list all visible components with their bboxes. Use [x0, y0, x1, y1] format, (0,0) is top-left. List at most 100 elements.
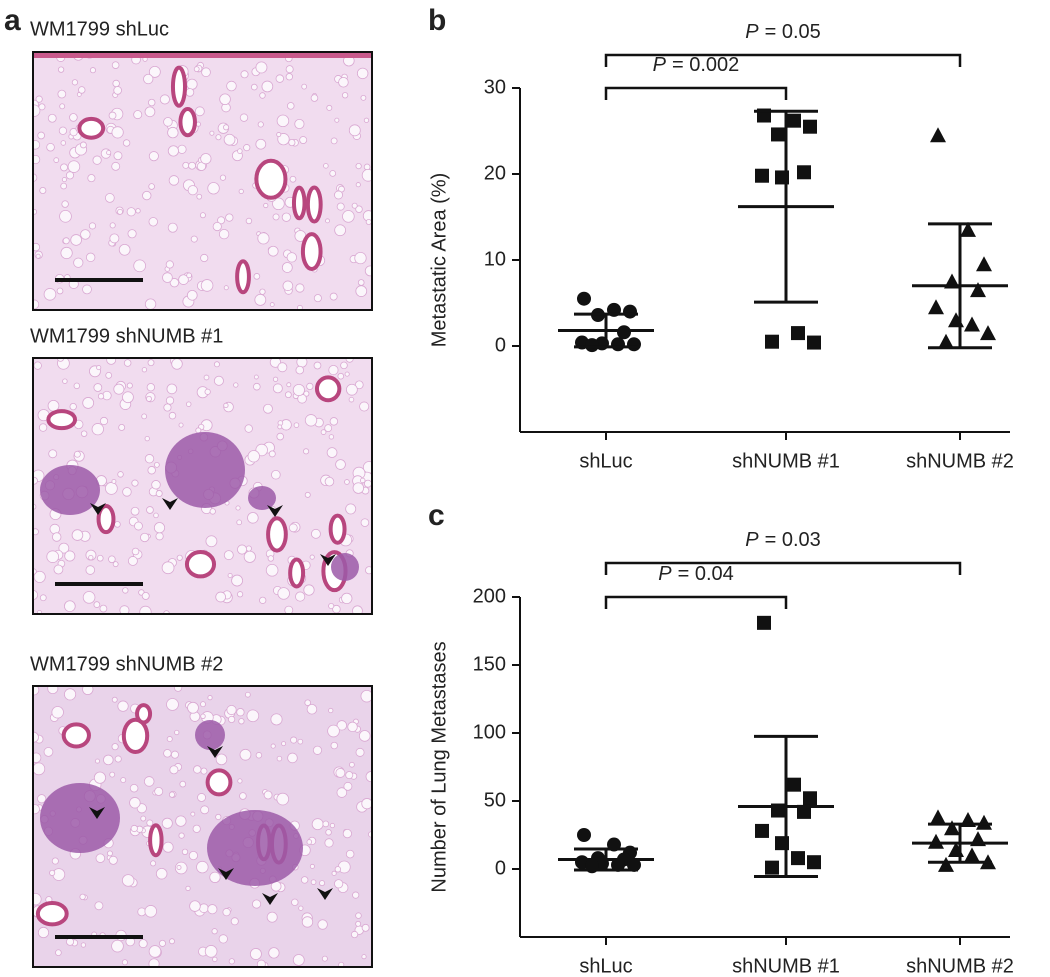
- alveolus: [64, 688, 77, 701]
- data-point: [797, 165, 811, 180]
- data-point: [755, 823, 769, 838]
- alveolus: [133, 110, 143, 120]
- alveolus: [249, 948, 262, 960]
- alveolus: [69, 402, 77, 411]
- alveolus: [159, 94, 170, 105]
- alveolus: [111, 939, 124, 953]
- alveolus: [341, 592, 353, 605]
- alveolus: [144, 436, 150, 442]
- metastasis: [248, 486, 276, 510]
- alveolus: [168, 411, 177, 420]
- alveolus: [33, 154, 41, 165]
- alveolus: [51, 706, 64, 719]
- alveolus: [284, 391, 292, 399]
- alveolus: [109, 771, 116, 778]
- alveolus: [96, 554, 104, 562]
- alveolus: [118, 424, 126, 431]
- data-point: [807, 335, 821, 350]
- p-symbol: P: [658, 563, 672, 585]
- alveolus: [306, 382, 314, 391]
- alveolus: [364, 479, 372, 488]
- alveolus: [253, 273, 261, 280]
- alveolus: [204, 388, 211, 395]
- x-tick-label: shLuc: [579, 450, 632, 472]
- alveolus: [59, 103, 66, 110]
- alveolus: [306, 703, 318, 715]
- alveolus: [121, 874, 135, 887]
- image-title: WM1799 shNUMB #1: [30, 325, 223, 347]
- alveolus: [215, 591, 227, 603]
- alveolus: [162, 272, 173, 283]
- alveolus: [62, 237, 70, 245]
- alveolus: [348, 124, 361, 137]
- arrowhead: [262, 893, 278, 905]
- airway: [35, 901, 69, 927]
- arrowhead: [162, 498, 178, 510]
- alveolus: [145, 395, 152, 402]
- tissue: [33, 52, 372, 310]
- alveolus: [189, 900, 201, 912]
- alveolus: [144, 106, 156, 118]
- alveolus: [238, 718, 245, 725]
- alveolus: [239, 748, 252, 761]
- alveolus: [129, 797, 141, 809]
- alveolus: [193, 66, 200, 73]
- alveolus: [123, 359, 132, 367]
- alveolus: [345, 849, 355, 859]
- alveolus: [354, 251, 367, 265]
- alveolus: [117, 471, 124, 478]
- alveolus: [287, 752, 298, 764]
- alveolus: [61, 200, 69, 208]
- alveolus: [301, 83, 308, 90]
- airway: [288, 557, 306, 589]
- alveolus: [64, 600, 76, 612]
- alveolus: [218, 934, 228, 944]
- alveolus: [193, 765, 202, 774]
- data-point: [930, 809, 946, 825]
- alveolus: [354, 380, 364, 390]
- alveolus: [49, 523, 61, 535]
- alveolus: [185, 885, 191, 892]
- alveolus: [146, 506, 154, 514]
- alveolus: [33, 140, 41, 150]
- alveolus: [134, 521, 143, 531]
- alveolus: [244, 424, 253, 433]
- alveolus: [342, 210, 355, 223]
- alveolus: [200, 767, 208, 775]
- alveolus: [243, 144, 251, 152]
- alveolus: [276, 114, 290, 128]
- alveolus: [185, 401, 192, 407]
- p-value: P = 0.04: [658, 563, 734, 585]
- alveolus: [122, 391, 134, 404]
- tissue: [33, 686, 372, 967]
- alveolus: [194, 106, 205, 117]
- alveolus: [122, 587, 129, 594]
- alveolus: [312, 745, 323, 755]
- alveolus: [330, 741, 339, 750]
- alveolus: [139, 605, 152, 614]
- alveolus: [263, 403, 273, 414]
- alveolus: [309, 554, 315, 560]
- alveolus: [235, 505, 241, 511]
- alveolus: [349, 761, 355, 768]
- y-tick-label: 0: [495, 334, 506, 356]
- arrowhead: [207, 746, 223, 758]
- alveolus: [336, 720, 348, 731]
- alveolus: [103, 754, 114, 766]
- alveolus: [39, 186, 47, 195]
- alveolus: [230, 917, 239, 926]
- alveolus: [266, 911, 278, 923]
- alveolus: [346, 383, 358, 396]
- alveolus: [304, 699, 311, 706]
- alveolus: [236, 519, 243, 526]
- alveolus: [141, 591, 150, 600]
- alveolus: [297, 304, 303, 310]
- y-tick-label: 150: [473, 653, 506, 675]
- data-point: [938, 333, 954, 349]
- data-point: [948, 312, 964, 328]
- alveolus: [355, 162, 362, 170]
- alveolus: [277, 424, 283, 430]
- data-point: [944, 820, 960, 836]
- alveolus: [363, 117, 370, 123]
- alveolus: [65, 171, 75, 180]
